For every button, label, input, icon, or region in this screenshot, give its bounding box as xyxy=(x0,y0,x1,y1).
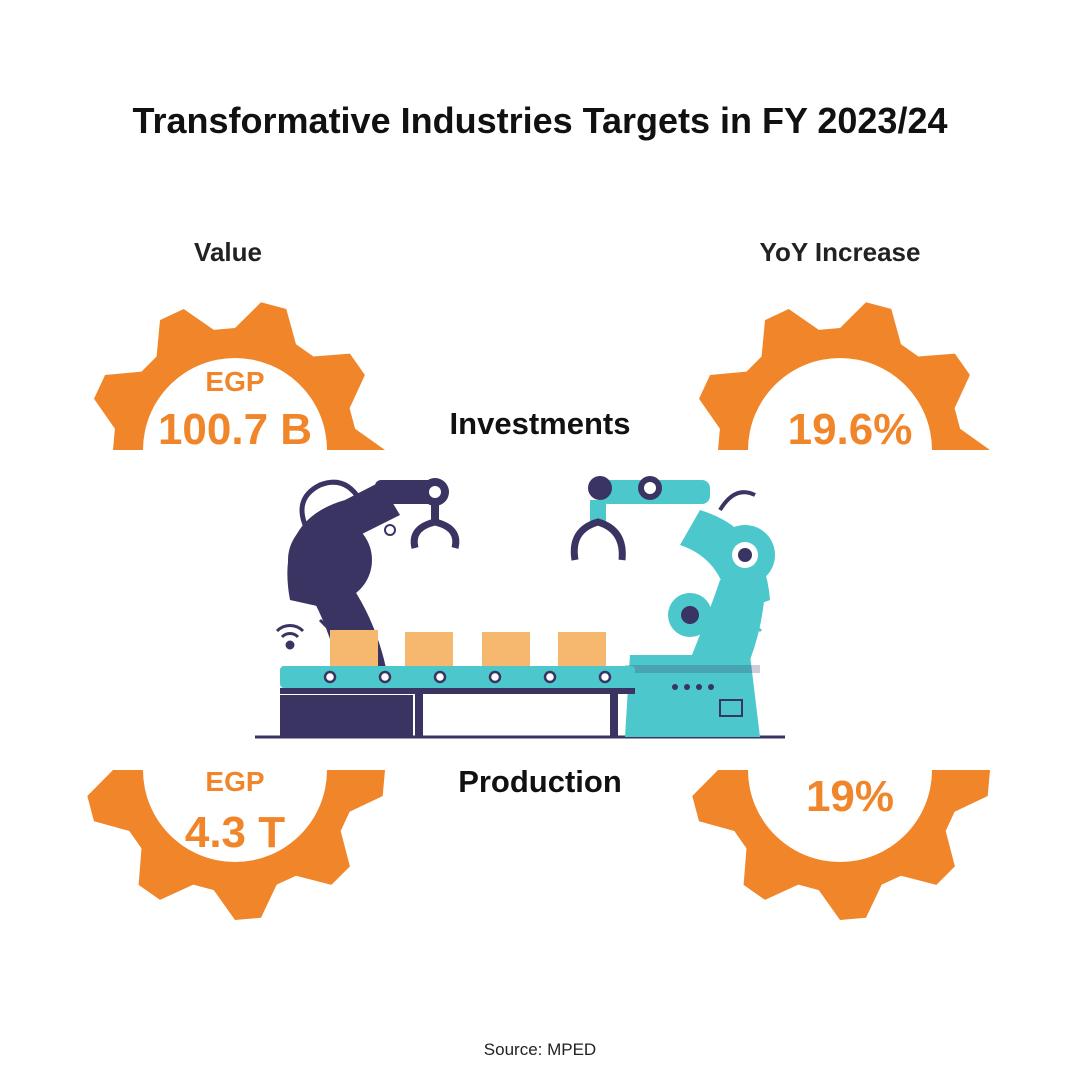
value-column-label: Value xyxy=(194,237,262,267)
investments-label: Investments xyxy=(449,406,631,441)
conveyor-rollers xyxy=(323,670,612,684)
box-icon xyxy=(482,632,530,666)
gear-icon xyxy=(699,302,990,450)
wifi-signal-icon xyxy=(275,624,305,650)
production-value-prefix: EGP xyxy=(205,766,265,797)
robot-joint xyxy=(288,518,372,602)
gripper-stem xyxy=(431,504,439,522)
conveyor-belt-underside xyxy=(280,688,635,694)
conveyor-belt-icon xyxy=(280,666,635,688)
gripper-claw xyxy=(410,518,460,549)
box-icon xyxy=(330,630,378,666)
robot-joint-hole xyxy=(738,548,752,562)
conveyor-leg xyxy=(415,690,423,737)
gripper-stem xyxy=(590,500,606,522)
wifi-signal-icon xyxy=(733,624,763,650)
investments-value-prefix: EGP xyxy=(205,366,265,397)
robot-base xyxy=(280,695,413,737)
gear-body xyxy=(699,302,990,450)
gear-body xyxy=(94,302,385,450)
investments-value: 100.7 B xyxy=(157,405,313,454)
robot-base-stripe xyxy=(625,665,760,673)
robot-arm-segment xyxy=(375,480,435,504)
box-icon xyxy=(558,632,606,666)
gear-icon xyxy=(94,302,385,450)
robot-led xyxy=(696,684,702,690)
investments-yoy: 19.6% xyxy=(787,405,913,454)
yoy-column-label: YoY Increase xyxy=(759,237,921,267)
page-title: Transformative Industries Targets in FY … xyxy=(132,100,948,141)
gear-icon xyxy=(87,770,385,920)
production-yoy: 19% xyxy=(805,772,895,821)
robot-arm-icon xyxy=(255,476,785,739)
source-note: Source: MPED xyxy=(483,1040,597,1059)
conveyor-leg xyxy=(610,690,618,737)
robot-joint-hole xyxy=(644,482,656,494)
gripper-claw xyxy=(570,518,626,561)
robot-led xyxy=(684,684,690,690)
robot-cable xyxy=(718,490,756,512)
robot-cable xyxy=(299,479,363,537)
gear-body xyxy=(87,770,385,920)
production-value: 4.3 T xyxy=(184,808,286,857)
robot-led xyxy=(708,684,714,690)
robot-panel xyxy=(719,699,743,717)
robot-joint-hole xyxy=(429,486,441,498)
gear-body xyxy=(692,770,990,920)
box-icon xyxy=(405,632,453,666)
robot-joint-hole xyxy=(681,606,699,624)
robot-cable xyxy=(384,524,396,536)
production-label: Production xyxy=(458,764,622,799)
robot-led xyxy=(672,684,678,690)
robot-arm-segment xyxy=(690,580,765,660)
robot-joint xyxy=(588,476,612,500)
gear-icon xyxy=(692,770,990,920)
